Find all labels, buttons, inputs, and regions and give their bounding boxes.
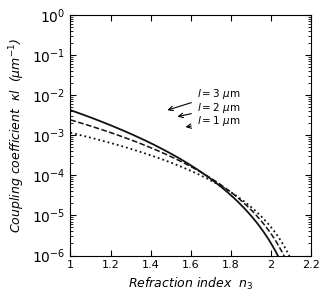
- Text: $l = 3$ $\mu$m: $l = 3$ $\mu$m: [168, 87, 240, 111]
- Text: $l = 2$ $\mu$m: $l = 2$ $\mu$m: [179, 101, 240, 118]
- Y-axis label: Coupling coefficient  $\kappa l$  ($\mu m^{-1}$): Coupling coefficient $\kappa l$ ($\mu m^…: [7, 37, 26, 233]
- Text: $l = 1$ $\mu$m: $l = 1$ $\mu$m: [187, 115, 240, 128]
- X-axis label: Refraction index  $n_3$: Refraction index $n_3$: [128, 276, 253, 292]
